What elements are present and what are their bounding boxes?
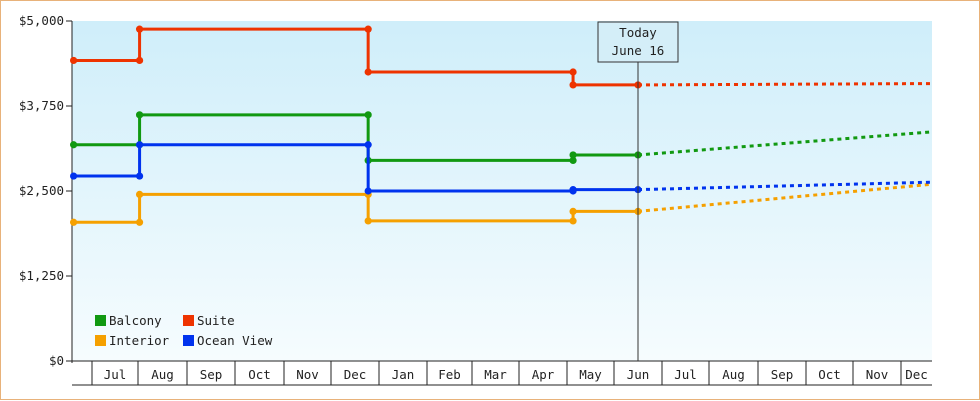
y-tick-label: $5,000	[19, 13, 64, 28]
series-point	[569, 68, 577, 76]
x-tick-label: Aug	[151, 367, 174, 382]
series-forecast-line	[637, 180, 933, 192]
series-forecast-line	[637, 130, 933, 157]
legend-swatch	[95, 335, 106, 346]
legend-label: Ocean View	[197, 333, 273, 348]
x-tick-label: Oct	[248, 367, 271, 382]
legend-swatch	[183, 335, 194, 346]
series-point	[135, 25, 144, 33]
x-tick-label: Apr	[532, 367, 555, 382]
series-point	[135, 56, 144, 65]
y-tick-label: $0	[49, 353, 64, 368]
today-date: June 16	[612, 43, 665, 58]
series-forecast-line	[637, 182, 933, 213]
y-tick-label: $3,750	[19, 98, 64, 113]
legend-label: Balcony	[109, 313, 162, 328]
series-point	[364, 217, 372, 225]
legend-label: Interior	[109, 333, 170, 348]
x-tick-label: Aug	[722, 367, 745, 382]
series-point	[364, 111, 372, 119]
series-point	[364, 141, 372, 149]
x-tick-label: Jun	[627, 367, 650, 382]
x-tick-label: Feb	[438, 367, 461, 382]
x-tick-label: Oct	[818, 367, 841, 382]
x-tick-label: Nov	[866, 367, 889, 382]
series-point	[569, 207, 577, 215]
x-tick-label: Nov	[296, 367, 319, 382]
x-tick-label: Mar	[484, 367, 507, 382]
series-point	[569, 151, 577, 159]
series-point	[135, 111, 144, 119]
series-point	[135, 172, 144, 180]
today-label: Today	[619, 25, 657, 40]
x-tick-label: Sep	[771, 367, 794, 382]
series-point	[135, 190, 144, 198]
series-forecast-line	[637, 82, 933, 87]
x-tick-label: Jul	[674, 367, 697, 382]
series-point	[569, 186, 577, 194]
series-point	[70, 141, 78, 149]
y-tick-label: $2,500	[19, 183, 64, 198]
series-point	[70, 218, 78, 226]
series-point	[364, 25, 372, 33]
series-point	[569, 217, 577, 225]
legend-label: Suite	[197, 313, 235, 328]
series-point	[70, 172, 78, 180]
series-point	[364, 68, 372, 76]
series-point	[135, 218, 144, 226]
series-point	[569, 156, 577, 164]
series-point	[70, 56, 78, 65]
series-point	[569, 81, 577, 89]
x-tick-label: Jan	[392, 367, 415, 382]
x-tick-label: May	[579, 367, 602, 382]
x-tick-label: Sep	[200, 367, 223, 382]
series-point	[364, 187, 372, 195]
y-tick-label: $1,250	[19, 268, 64, 283]
series-point	[135, 141, 144, 149]
legend-swatch	[183, 315, 194, 326]
legend-swatch	[95, 315, 106, 326]
x-tick-label: Jul	[104, 367, 127, 382]
x-tick-label: Dec	[344, 367, 367, 382]
today-box	[597, 21, 679, 63]
x-tick-label: Dec	[905, 367, 928, 382]
